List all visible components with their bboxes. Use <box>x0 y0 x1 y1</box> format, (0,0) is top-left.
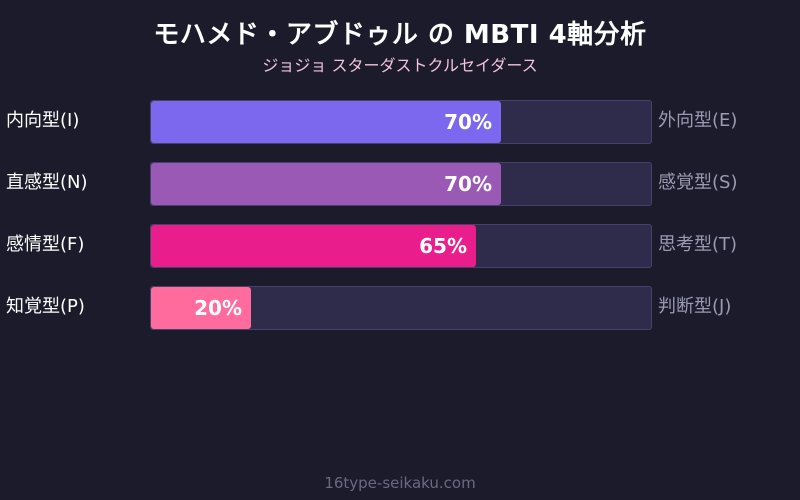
chart-title: モハメド・アブドゥル の MBTI 4軸分析 <box>153 20 647 50</box>
bar-value-label: 70% <box>444 110 492 134</box>
bar-track: 70% <box>150 162 652 206</box>
bar-fill <box>151 101 501 143</box>
bar-right-label: 感覚型(S) <box>658 172 738 193</box>
bar-left-label: 知覚型(P) <box>6 296 85 317</box>
bar-track: 65% <box>150 224 652 268</box>
bar-track: 20% <box>150 286 652 330</box>
chart-subtitle: ジョジョ スターダストクルセイダース <box>262 56 538 75</box>
bar-right-label: 思考型(T) <box>658 234 738 255</box>
bar-fill <box>151 163 501 205</box>
bar-row: 内向型(I) 70% 外向型(E) <box>0 100 800 144</box>
bar-left-label: 直感型(N) <box>6 172 88 193</box>
bar-row: 直感型(N) 70% 感覚型(S) <box>0 162 800 206</box>
bar-row: 感情型(F) 65% 思考型(T) <box>0 224 800 268</box>
bar-value-label: 65% <box>419 234 467 258</box>
bar-fill <box>151 287 251 329</box>
bar-value-label: 20% <box>194 296 242 320</box>
bar-row: 知覚型(P) 20% 判断型(J) <box>0 286 800 330</box>
bar-track: 70% <box>150 100 652 144</box>
footer-site-name: 16type-seikaku.com <box>324 474 476 492</box>
bar-right-label: 外向型(E) <box>658 110 738 131</box>
bar-right-label: 判断型(J) <box>658 296 732 317</box>
bar-left-label: 感情型(F) <box>6 234 85 255</box>
bar-value-label: 70% <box>444 172 492 196</box>
bar-left-label: 内向型(I) <box>6 110 80 131</box>
bar-fill <box>151 225 476 267</box>
